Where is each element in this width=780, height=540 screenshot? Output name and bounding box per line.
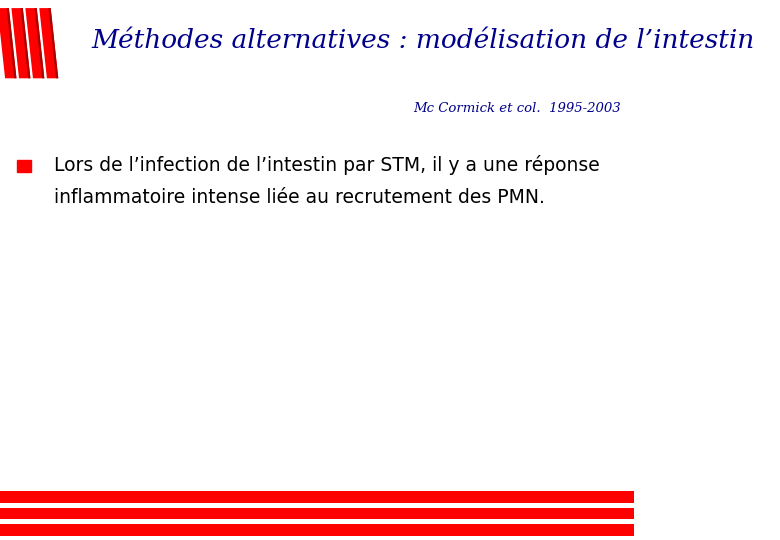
Bar	[0, 508, 633, 519]
Polygon shape	[12, 8, 30, 78]
Bar	[0, 491, 633, 503]
Polygon shape	[0, 8, 16, 78]
Polygon shape	[48, 8, 58, 78]
Text: Méthodes alternatives : modélisation de l’intestin: Méthodes alternatives : modélisation de …	[92, 28, 755, 53]
Text: Lors de l’infection de l’intestin par STM, il y a une réponse: Lors de l’infection de l’intestin par ST…	[54, 154, 600, 175]
Text: inflammatoire intense liée au recrutement des PMN.: inflammatoire intense liée au recrutemen…	[54, 187, 544, 207]
Bar	[0, 524, 633, 536]
Polygon shape	[39, 8, 58, 78]
Polygon shape	[20, 8, 30, 78]
Polygon shape	[25, 8, 44, 78]
Polygon shape	[34, 8, 44, 78]
Text: Mc Cormick et col.  1995-2003: Mc Cormick et col. 1995-2003	[413, 102, 621, 114]
Bar	[17, 160, 31, 172]
Polygon shape	[6, 8, 16, 78]
